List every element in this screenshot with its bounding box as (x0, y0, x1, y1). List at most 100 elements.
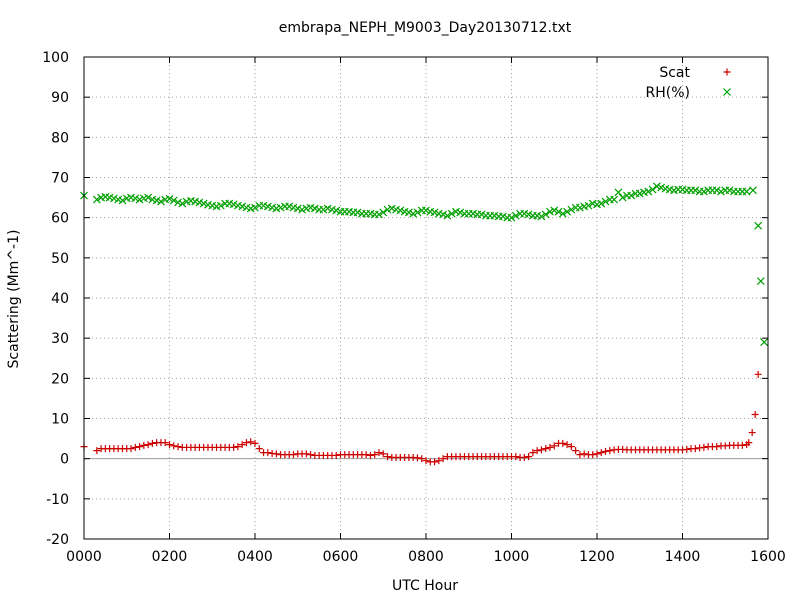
y-tick-label: 70 (51, 171, 69, 187)
data-point (648, 185, 657, 194)
data-point (366, 451, 374, 459)
marker-stroke (738, 441, 746, 449)
marker-stroke (144, 193, 153, 202)
marker-stroke (584, 201, 593, 210)
marker-stroke (166, 441, 173, 449)
marker-stroke (169, 196, 178, 205)
data-point (272, 450, 280, 458)
data-point (749, 186, 757, 195)
data-point (251, 203, 259, 212)
data-point (610, 195, 619, 204)
marker-stroke (366, 451, 374, 459)
data-point (447, 209, 456, 218)
marker-stroke (375, 210, 383, 219)
y-tick-label: 60 (51, 211, 69, 227)
data-point (580, 450, 588, 458)
data-point (597, 449, 605, 457)
marker-stroke (546, 443, 554, 451)
marker-stroke (576, 451, 584, 459)
series-layer (80, 182, 769, 466)
marker-stroke (606, 447, 614, 455)
data-point (332, 451, 340, 459)
data-point (754, 370, 762, 378)
data-point (169, 196, 178, 205)
marker-stroke (593, 450, 601, 458)
marker-stroke (251, 203, 259, 212)
marker-stroke (174, 443, 182, 451)
data-point (413, 208, 422, 217)
marker-stroke (136, 443, 144, 451)
data-point (618, 193, 627, 202)
marker-stroke (238, 441, 246, 449)
marker-stroke (302, 450, 310, 458)
data-point (443, 211, 452, 220)
marker-stroke (742, 187, 751, 196)
data-point (418, 455, 426, 463)
y-tick-label: 100 (42, 50, 69, 66)
legend-label: RH(%) (646, 85, 690, 101)
data-point (520, 453, 528, 461)
marker-stroke (749, 186, 757, 195)
data-point (593, 450, 601, 458)
data-point (165, 194, 174, 203)
marker-stroke (558, 209, 567, 218)
marker-stroke (431, 458, 439, 466)
data-point (144, 441, 152, 449)
data-point (264, 449, 272, 457)
data-point (136, 443, 144, 451)
data-point (161, 439, 169, 447)
marker-stroke (272, 450, 280, 458)
data-point (255, 445, 263, 453)
data-point (170, 442, 178, 450)
data-point (567, 443, 575, 451)
marker-stroke (745, 439, 753, 447)
data-point (738, 441, 746, 449)
marker-stroke (572, 447, 580, 455)
data-point (384, 453, 392, 461)
data-point (431, 458, 439, 466)
x-tick-label: 1400 (665, 549, 701, 565)
data-point (435, 457, 443, 465)
data-point (602, 447, 610, 455)
x-tick-label: 0600 (323, 549, 359, 565)
marker-stroke (533, 447, 541, 455)
marker-stroke (439, 455, 447, 463)
marker-stroke (550, 442, 558, 450)
legend-marker (723, 68, 731, 76)
x-tick-label: 0200 (152, 549, 188, 565)
data-point (511, 211, 520, 220)
data-point (92, 195, 101, 204)
marker-stroke (627, 191, 636, 200)
data-point (93, 447, 101, 455)
marker-stroke (247, 438, 255, 446)
y-tick-label: 30 (51, 331, 69, 347)
marker-stroke (170, 442, 178, 450)
data-point (584, 201, 593, 210)
y-tick-label: -20 (46, 532, 69, 548)
data-point (742, 187, 751, 196)
data-point (713, 443, 721, 451)
data-point (371, 451, 379, 459)
data-point (148, 439, 156, 447)
marker-stroke (332, 451, 340, 459)
data-point (576, 451, 584, 459)
marker-stroke (567, 443, 575, 451)
marker-stroke (443, 211, 452, 220)
marker-stroke (648, 185, 657, 194)
marker-stroke (507, 213, 516, 222)
marker-stroke (754, 221, 763, 230)
marker-stroke (691, 445, 699, 453)
marker-stroke (723, 88, 731, 96)
marker-stroke (760, 338, 769, 347)
data-point (238, 441, 246, 449)
marker-stroke (589, 451, 597, 459)
marker-stroke (418, 455, 426, 463)
marker-stroke (756, 277, 765, 286)
marker-stroke (157, 197, 165, 206)
marker-stroke (700, 443, 708, 451)
marker-stroke (384, 453, 392, 461)
marker-stroke (118, 196, 127, 205)
x-tick-label: 1200 (579, 549, 615, 565)
marker-stroke (512, 453, 520, 461)
